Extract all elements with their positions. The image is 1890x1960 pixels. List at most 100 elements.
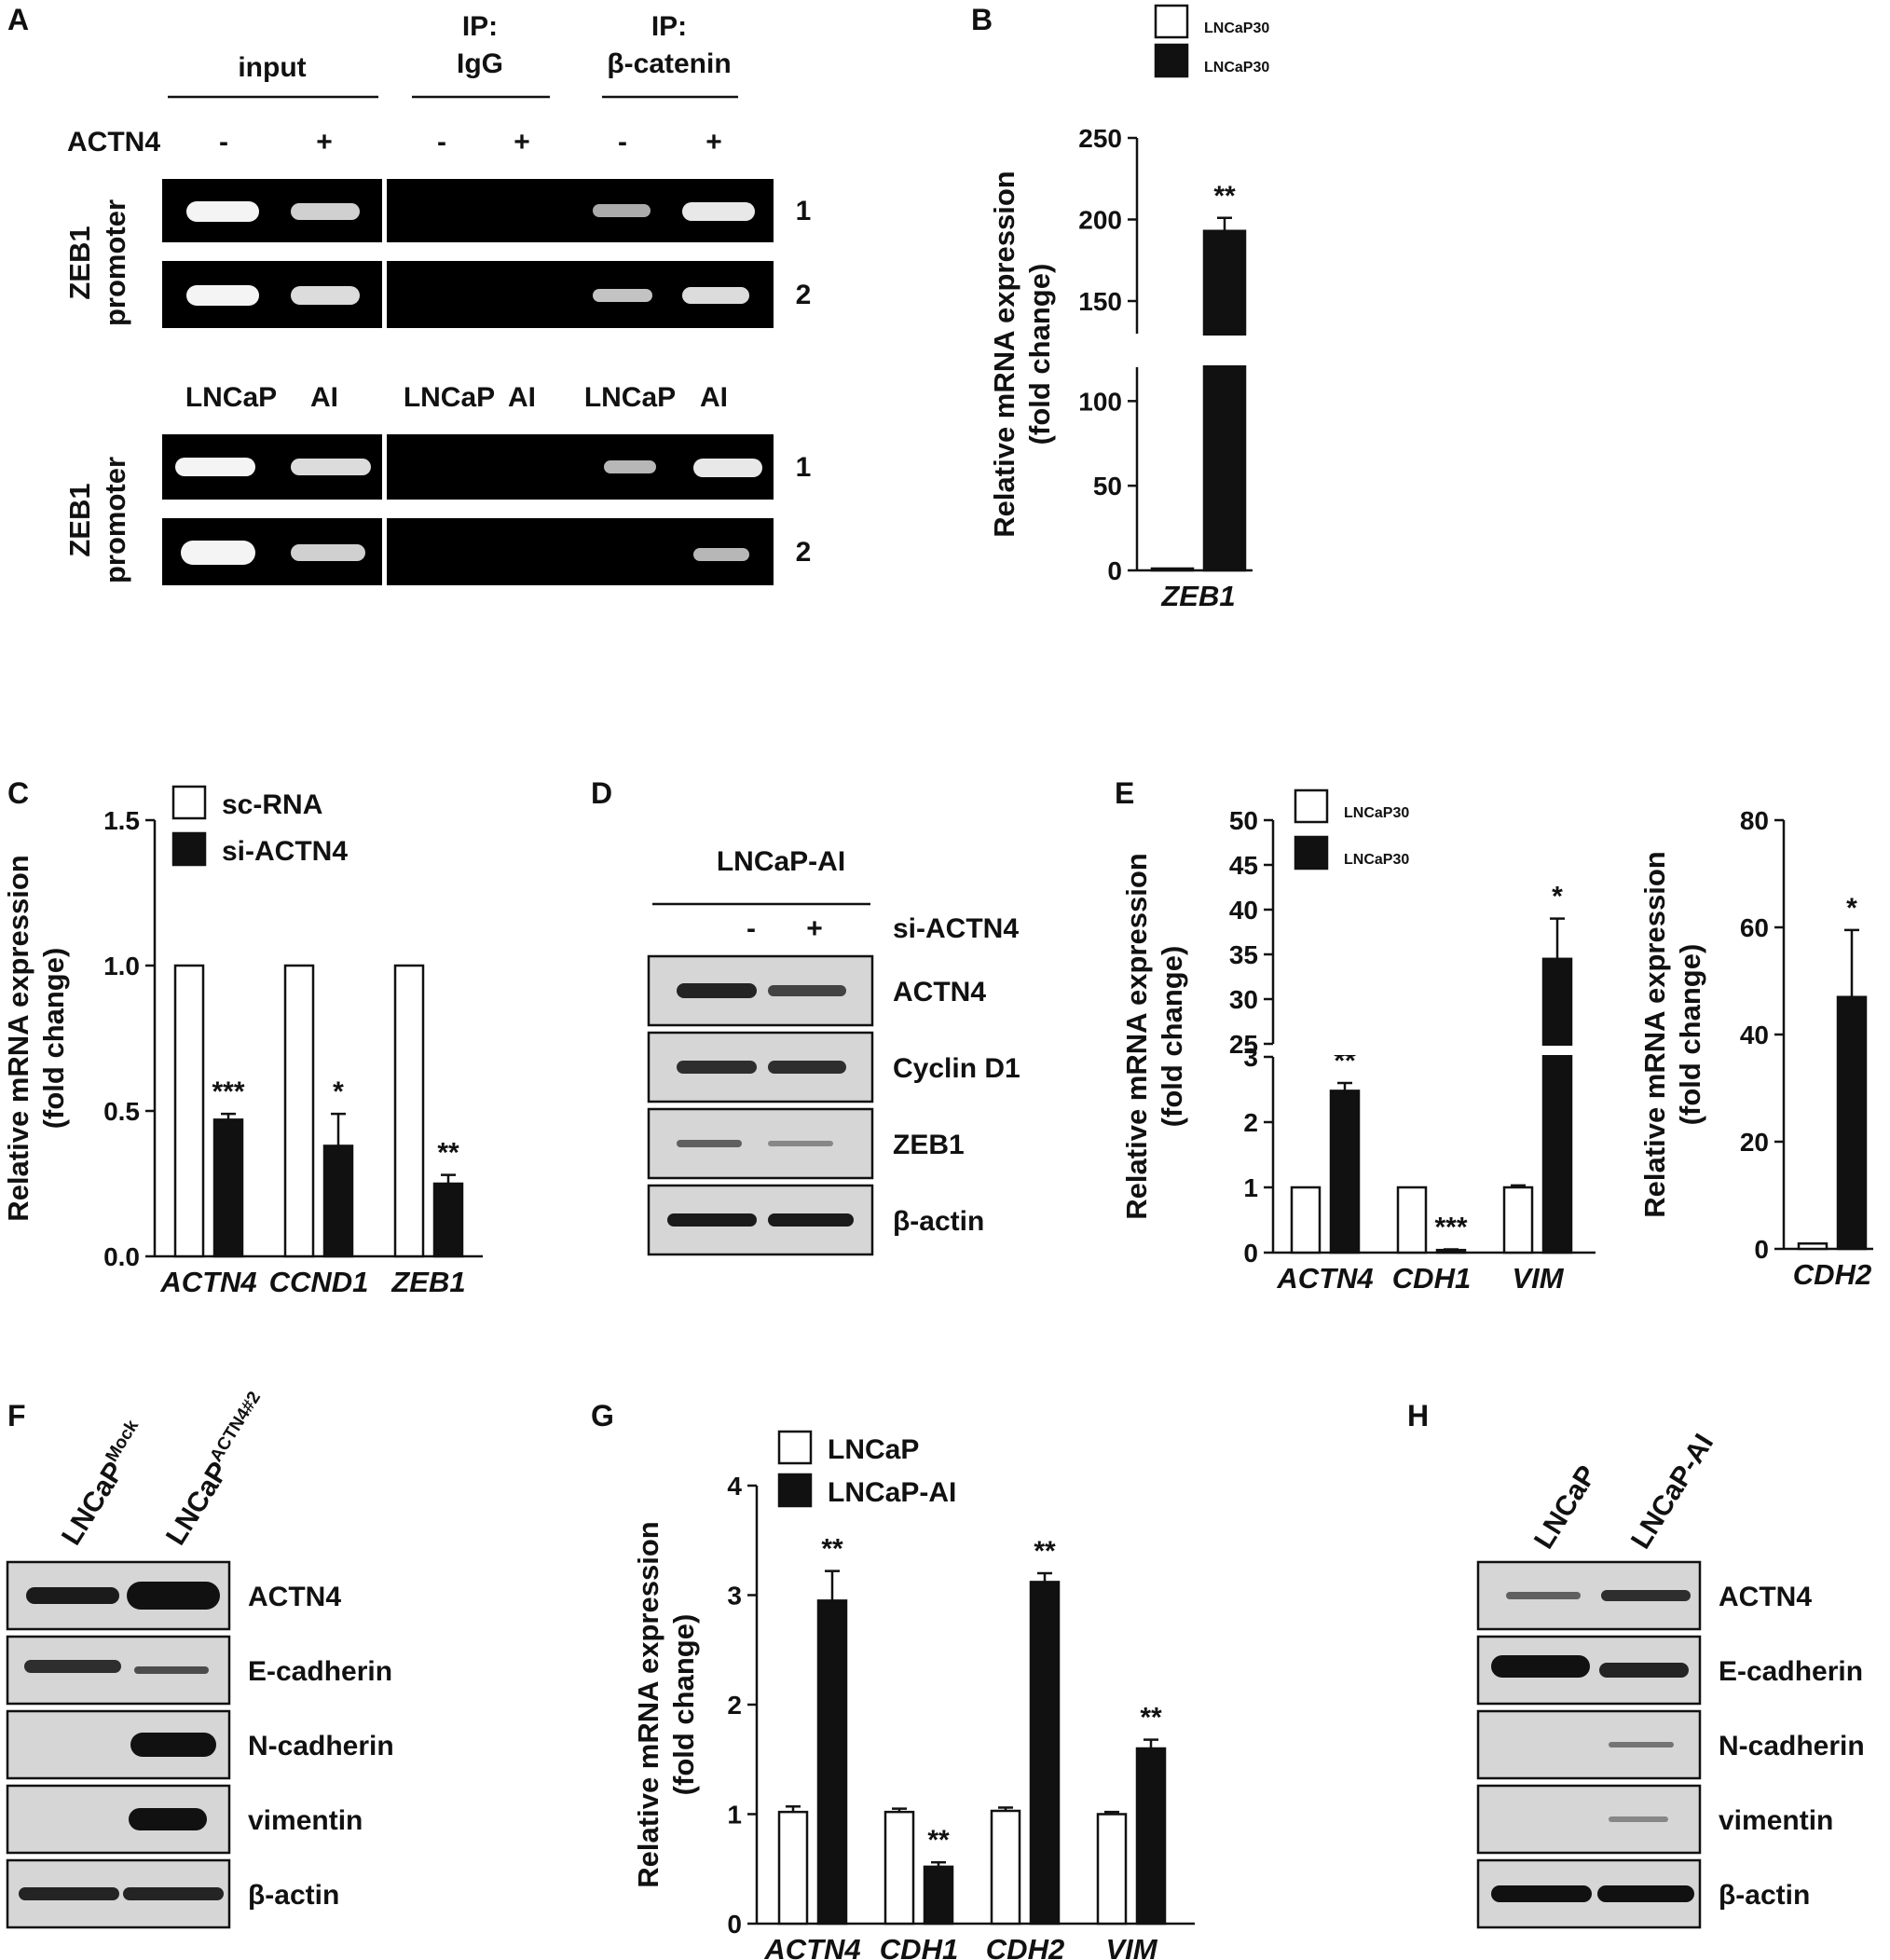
- panelA-gel-strip: [162, 179, 774, 242]
- chart-G-significance: **: [927, 1825, 950, 1856]
- panel-letter-c: C: [7, 776, 29, 810]
- panelH-band: [1601, 1590, 1691, 1601]
- chart-E1-category-label: VIM: [1512, 1262, 1564, 1295]
- chart-G-bar-vim-control: [1096, 1813, 1128, 1926]
- chart-E2-bar-cdh2-treated: [1836, 995, 1868, 1251]
- panelD-band: [768, 1213, 854, 1227]
- panelH-band: [1599, 1663, 1689, 1678]
- chart-C-ylabel-line1: Relative mRNA expression: [2, 855, 34, 1221]
- chart-B-legend-swatch: [1154, 4, 1189, 39]
- panelF-row-label: β-actin: [248, 1880, 339, 1911]
- chart-G-y-tick-label: 4: [727, 1472, 742, 1501]
- panelF-band: [129, 1808, 207, 1830]
- chart-G-bar-cdh2-treated: [1029, 1581, 1061, 1926]
- panelD-band: [768, 1141, 833, 1146]
- chart-B-legend-swatch: [1154, 43, 1189, 78]
- chart-G-category-label: CDH2: [986, 1933, 1064, 1960]
- chart-G-bar-actn4-treated: [816, 1599, 848, 1926]
- panelF-lane-label: LNCaPMock: [53, 1417, 155, 1551]
- undefined-base: LNCaP: [1204, 21, 1253, 36]
- panelF-band: [123, 1887, 224, 1900]
- panel-letter-g: G: [591, 1399, 614, 1432]
- chart-C-legend-swatch: [171, 831, 207, 867]
- chart-E1-ylabel-line2: (fold change): [1156, 946, 1188, 1128]
- panelH-band: [1609, 1816, 1668, 1822]
- panelA-band: [175, 458, 255, 476]
- chart-C-y-tick-label: 1.5: [103, 806, 140, 835]
- undefined-base: LNCaP: [1204, 60, 1253, 75]
- panelA-row-number: 1: [796, 196, 812, 226]
- panelF-lane-label: LNCaPACTN4#2: [158, 1389, 276, 1551]
- panelA-band: [693, 459, 762, 477]
- chart-E2-y-tick-label: 40: [1740, 1021, 1769, 1049]
- undefined-sup: 30: [1253, 21, 1269, 36]
- text: LNCaP30: [1344, 805, 1409, 821]
- panelA-lane-label: LNCaP: [404, 382, 495, 413]
- panelA-gel-divider: [382, 434, 387, 500]
- chart-E1-category-label: CDH1: [1392, 1262, 1471, 1295]
- panel-letter-e: E: [1115, 776, 1134, 810]
- chart-E1-y-tick-label: 1: [1243, 1173, 1258, 1202]
- chart-E1-legend-swatch: [1294, 835, 1329, 870]
- chart-E2-y-tick-label: 60: [1740, 913, 1769, 942]
- chart-G-y-tick-label: 1: [727, 1801, 742, 1830]
- chart-C-significance: **: [437, 1138, 459, 1169]
- panelA-row-label: promoter: [99, 457, 131, 583]
- chart-B-axis-break: [1124, 336, 1253, 365]
- chart-G-category-label: ACTN4: [763, 1933, 860, 1960]
- chart-E1-bar-actn4-control: [1290, 1186, 1322, 1254]
- panelF-lane-label-base: LNCaP: [56, 1457, 130, 1551]
- chart-E2-significance: *: [1846, 893, 1857, 924]
- chart-G-bar-vim-treated: [1135, 1747, 1167, 1926]
- panelF-row-label: ACTN4: [248, 1582, 341, 1612]
- panelA-lane-label: LNCaP: [185, 382, 277, 413]
- panelH-lane-label: LNCaP: [1528, 1460, 1603, 1555]
- panelH-row-label: vimentin: [1719, 1805, 1833, 1836]
- chart-E1-legend-swatch: [1294, 788, 1329, 824]
- text: LNCaP30: [1204, 21, 1269, 36]
- panelA-band: [291, 203, 360, 220]
- chart-C-significance: *: [333, 1076, 344, 1107]
- panelA-actn4-sign: +: [514, 127, 530, 158]
- chart-G-y-tick-label: 0: [727, 1910, 742, 1939]
- panelF-band: [26, 1587, 119, 1604]
- panelA-gel-divider: [382, 518, 387, 585]
- panelA-actn4-sign: -: [618, 127, 627, 158]
- chart-C-legend-label: si-ACTN4: [222, 836, 348, 867]
- undefined-sup: 30: [1392, 852, 1409, 868]
- panelA-lane-label: AI: [700, 382, 728, 413]
- panelA-row-number: 2: [796, 280, 812, 310]
- chart-C-bar-zeb1-treated: [432, 1182, 464, 1258]
- chart-C-y-tick-label: 0.0: [103, 1242, 140, 1271]
- panelA-actn4-sign: -: [219, 127, 228, 158]
- panelA-gel-divider: [382, 179, 387, 242]
- text: LNCaP30: [1344, 852, 1409, 868]
- chart-B-ylabel-line2: (fold change): [1023, 264, 1056, 445]
- chart-G-bar-cdh2-control: [990, 1809, 1021, 1926]
- undefined-sup: 30: [1253, 60, 1269, 75]
- chart-E1-y-tick-label: 0: [1243, 1239, 1258, 1268]
- panelA-header-bcatenin-line1: IP:: [651, 11, 687, 42]
- chart-G-significance: **: [1034, 1536, 1056, 1567]
- panelF-lane-label-base: LNCaP: [160, 1457, 235, 1551]
- chart-E1-significance: *: [1552, 882, 1563, 912]
- chart-E2-y-tick-label: 0: [1754, 1235, 1769, 1264]
- chart-G-y-tick-label: 2: [727, 1691, 742, 1720]
- undefined-sup: 30: [1392, 805, 1409, 821]
- panel-letter-d: D: [591, 776, 612, 810]
- panelF-lane-label-sup: Mock: [103, 1417, 144, 1466]
- panelA-band: [593, 204, 651, 217]
- panelA-gel-strip: [162, 261, 774, 328]
- chart-C-bar-ccnd1-treated: [322, 1144, 354, 1258]
- chart-C-category-label: CCND1: [269, 1266, 369, 1298]
- panel-letter-f: F: [7, 1399, 26, 1432]
- panelH-row-label: β-actin: [1719, 1880, 1810, 1911]
- chart-G-bar-cdh1-treated: [923, 1865, 954, 1926]
- panelA-band: [682, 202, 755, 221]
- chart-E1-y-tick-label: 30: [1229, 985, 1258, 1014]
- panelA-actn4-label: ACTN4: [67, 127, 160, 158]
- chart-E1-category-label: ACTN4: [1276, 1262, 1373, 1295]
- chart-G-ylabel-line2: (fold change): [667, 1614, 700, 1796]
- chart-G-significance: **: [1140, 1703, 1162, 1734]
